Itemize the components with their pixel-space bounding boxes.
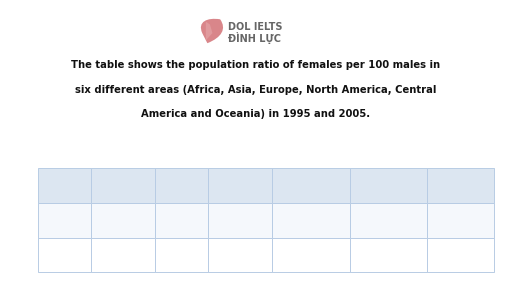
Text: The table shows the population ratio of females per 100 males in: The table shows the population ratio of …	[72, 60, 440, 71]
Text: 92.8: 92.8	[228, 250, 252, 260]
Text: 96.9: 96.9	[300, 250, 323, 260]
Text: ĐÌNH LỰC: ĐÌNH LỰC	[228, 32, 281, 44]
Text: 89.4: 89.4	[228, 215, 252, 225]
Text: 103.9: 103.9	[445, 215, 475, 225]
Text: Asia: Asia	[170, 181, 193, 191]
Text: six different areas (Africa, Asia, Europe, North America, Central: six different areas (Africa, Asia, Europ…	[75, 85, 437, 95]
Text: 105.3: 105.3	[167, 215, 197, 225]
Text: 104.9: 104.9	[167, 250, 197, 260]
Text: 99.8: 99.8	[449, 250, 472, 260]
Text: Africa: Africa	[108, 181, 138, 191]
Text: 97.5: 97.5	[377, 250, 400, 260]
Text: 1995: 1995	[51, 215, 78, 225]
Text: America and Oceania) in 1995 and 2005.: America and Oceania) in 1995 and 2005.	[141, 109, 371, 120]
Text: 97.8: 97.8	[112, 215, 135, 225]
Text: 2005: 2005	[51, 250, 78, 260]
Text: Central
America: Central America	[367, 175, 410, 197]
Text: North
America: North America	[290, 175, 332, 197]
Text: 100.1: 100.1	[296, 215, 326, 225]
Text: Europe: Europe	[222, 181, 259, 191]
Text: DOL IELTS: DOL IELTS	[228, 22, 282, 32]
Text: Oceania: Oceania	[439, 181, 482, 191]
Text: 100: 100	[378, 215, 398, 225]
Text: 99.2: 99.2	[112, 250, 135, 260]
